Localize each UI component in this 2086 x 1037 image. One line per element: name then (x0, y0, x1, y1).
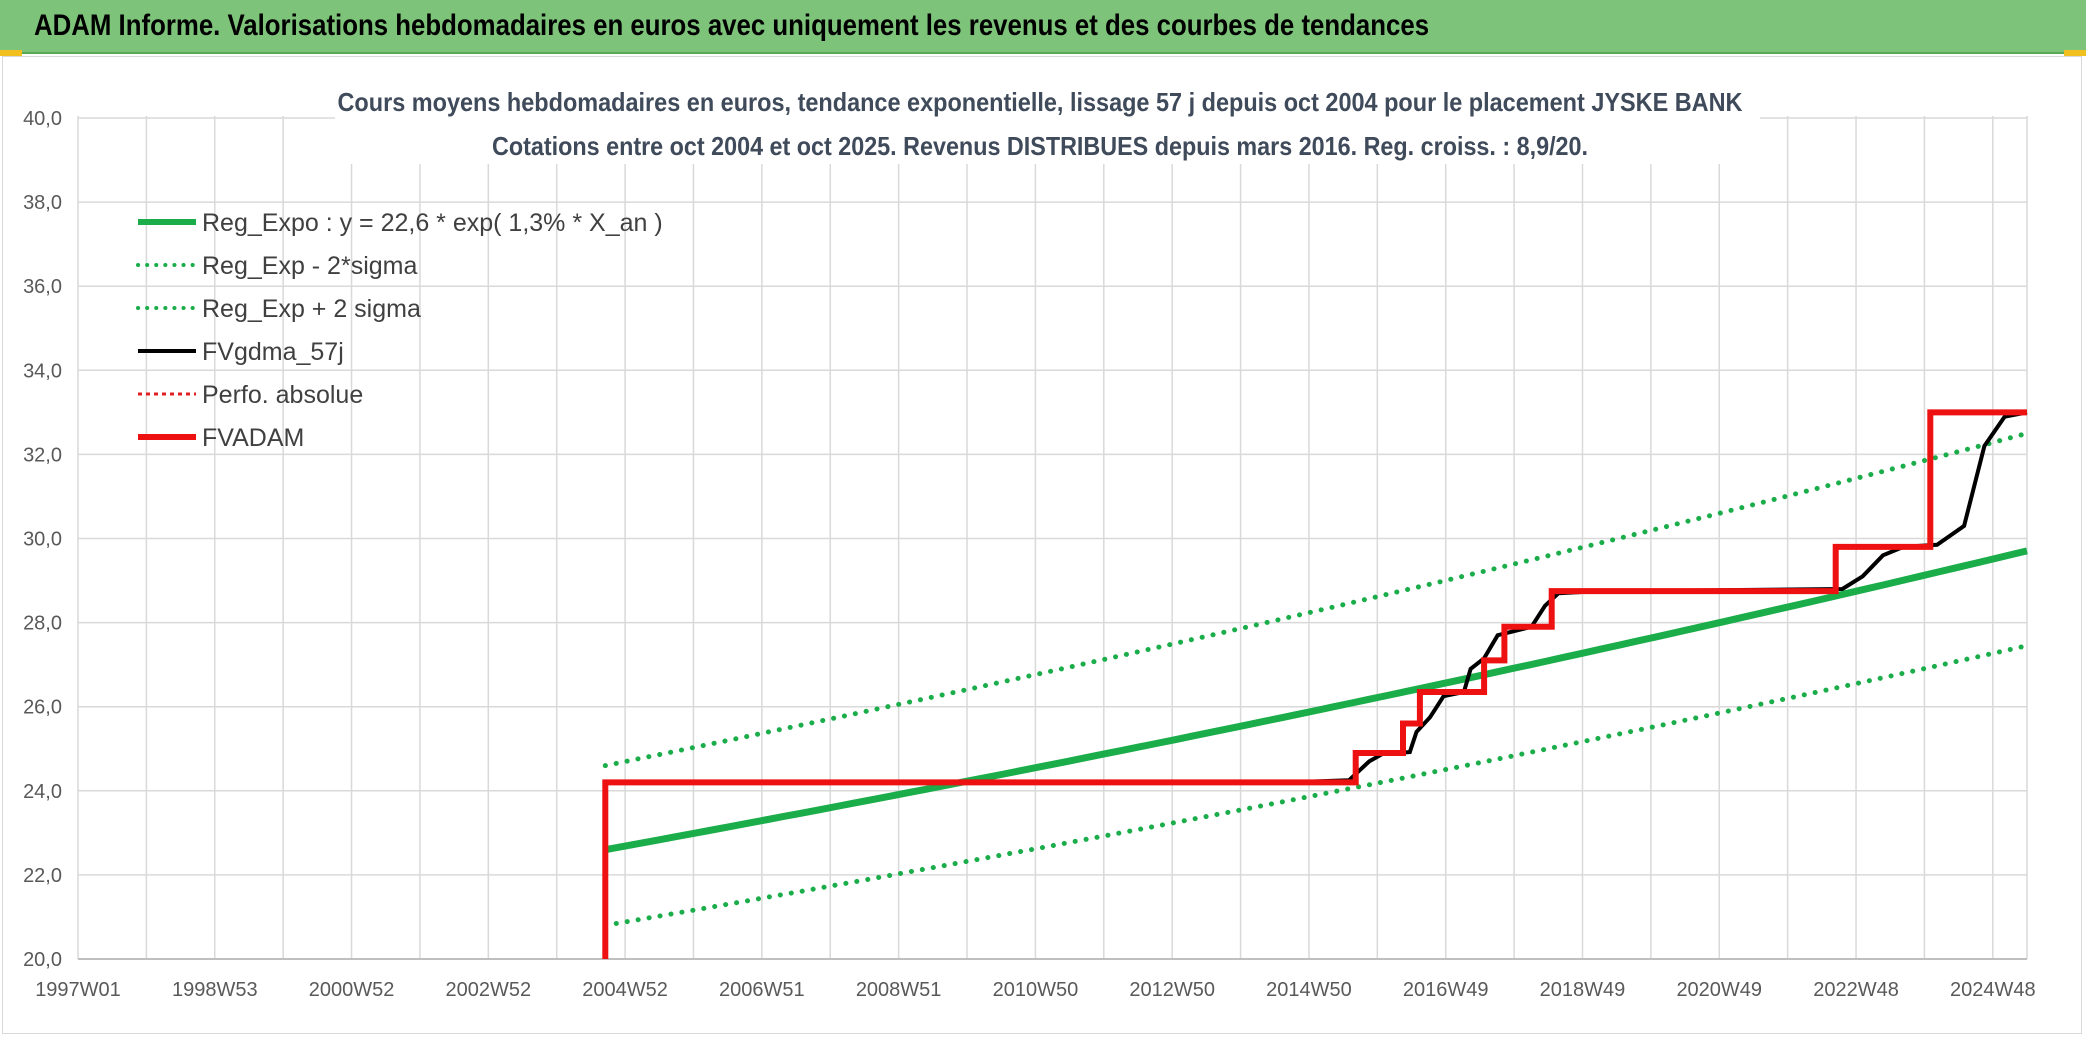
y-tick-label: 20,0 (23, 949, 62, 971)
y-tick-label: 36,0 (23, 276, 62, 298)
title-background (335, 84, 1760, 164)
series-line-fvgdma_57j (1288, 410, 2028, 785)
y-axis-labels: 20,0 22,0 24,0 26,0 28,0 30,0 32,0 34,0 36,0 38,0… (23, 108, 62, 971)
y-tick-label: 24,0 (23, 781, 62, 803)
x-tick-label: 2002W52 (446, 979, 532, 1001)
legend-label: FVgdma_57j (202, 338, 344, 366)
x-tick-label: 1998W53 (172, 979, 258, 1001)
legend-label: FVADAM (202, 424, 304, 452)
x-tick-label: 2020W49 (1676, 979, 1762, 1001)
x-tick-label: 2000W52 (309, 979, 395, 1001)
x-tick-label: 2010W50 (993, 979, 1079, 1001)
y-tick-label: 22,0 (23, 865, 62, 887)
x-tick-label: 2022W48 (1813, 979, 1899, 1001)
x-tick-label: 2018W49 (1540, 979, 1626, 1001)
series-line-fvadam (602, 409, 2027, 959)
x-tick-label: 2008W51 (856, 979, 942, 1001)
chart-title-line-1: Cours moyens hebdomadaires en euros, ten… (338, 87, 1743, 117)
report-header: ADAM Informe. Valorisations hebdomadaire… (0, 0, 2086, 54)
y-tick-label: 40,0 (23, 108, 62, 130)
chart-series (602, 409, 2030, 959)
series-line-reg_exp (602, 643, 2030, 928)
y-tick-label: 38,0 (23, 192, 62, 214)
x-tick-label: 1997W01 (35, 979, 121, 1001)
legend-label: Reg_Exp - 2*sigma (202, 252, 417, 280)
series-line-reg_expo (604, 547, 2028, 854)
y-tick-label: 30,0 (23, 529, 62, 551)
x-axis-labels: 1997W01 1998W53 2000W52 2002W52 2004W52 2006W… (35, 979, 2035, 1001)
legend-label: Reg_Expo : y = 22,6 * exp( 1,3% * X_an ) (202, 209, 663, 237)
x-tick-label: 2006W51 (719, 979, 805, 1001)
chart-title-line-2: Cotations entre oct 2004 et oct 2025. Re… (492, 131, 1588, 161)
x-tick-label: 2016W49 (1403, 979, 1489, 1001)
chart-grid (77, 116, 2028, 960)
chart-legend: Reg_Expo : y = 22,6 * exp( 1,3% * X_an )… (136, 209, 663, 452)
x-tick-label: 2024W48 (1950, 979, 2036, 1001)
report-title: ADAM Informe. Valorisations hebdomadaire… (34, 9, 1430, 42)
x-tick-label: 2014W50 (1266, 979, 1352, 1001)
chart-frame (2, 56, 2082, 1034)
x-tick-label: 2004W52 (582, 979, 668, 1001)
legend-label: Perfo. absolue (202, 381, 363, 409)
corner-accent-left (0, 50, 22, 56)
y-tick-label: 34,0 (23, 360, 62, 382)
legend-label: Reg_Exp + 2 sigma (202, 295, 421, 323)
y-tick-label: 28,0 (23, 613, 62, 635)
y-tick-label: 26,0 (23, 697, 62, 719)
y-tick-label: 32,0 (23, 444, 62, 466)
x-tick-label: 2012W50 (1129, 979, 1215, 1001)
corner-accent-right (2064, 50, 2086, 56)
series-line-reg_exp (602, 430, 2030, 769)
